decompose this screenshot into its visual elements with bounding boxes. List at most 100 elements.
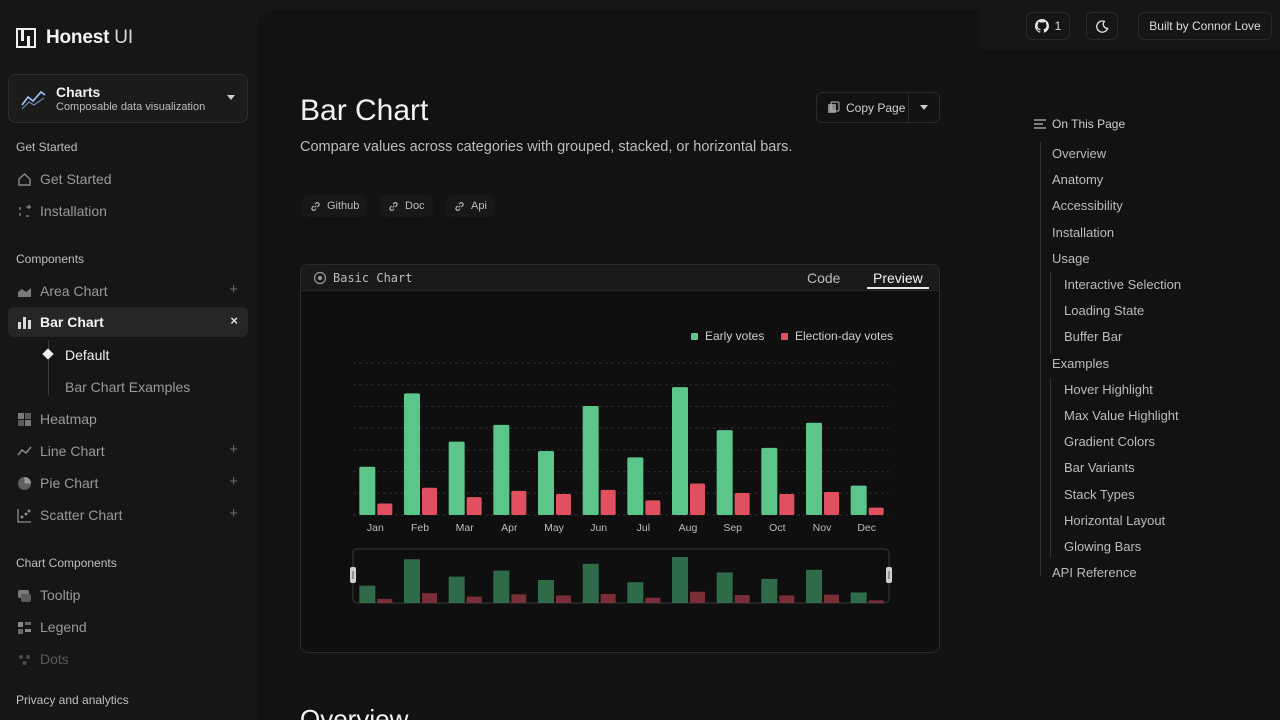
home-icon (16, 171, 32, 187)
plus-icon[interactable]: + (229, 281, 238, 298)
chip-api[interactable]: Api (446, 195, 495, 217)
sidebar-item-label: Legend (40, 619, 87, 635)
brush-bar-early-votes (404, 559, 420, 603)
x-tick-label: Mar (456, 522, 475, 534)
bar-early-votes (806, 422, 822, 515)
brand-logo[interactable]: Honest UI (16, 27, 133, 49)
sidebar: Honest UI Charts Composable data visuali… (0, 0, 258, 720)
sidebar-item-area-chart[interactable]: Area Chart + (8, 276, 248, 306)
brush-bar-early-votes (806, 569, 822, 603)
chip-doc[interactable]: Doc (380, 195, 433, 217)
built-by-link[interactable]: Built by Connor Love (1138, 12, 1272, 40)
brush-bar-election-day-votes (511, 594, 527, 603)
demo-title: Basic Chart (333, 271, 413, 285)
chevron-down-icon (227, 95, 235, 100)
close-icon[interactable]: × (230, 313, 238, 328)
brush-bar-election-day-votes (422, 593, 437, 603)
x-tick-label: May (544, 522, 565, 534)
plus-icon[interactable]: + (229, 441, 238, 458)
toc-item-interactive-selection[interactable]: Interactive Selection (1064, 277, 1182, 292)
toc-item-loading-state[interactable]: Loading State (1064, 303, 1145, 319)
toc-item-buffer-bar[interactable]: Buffer Bar (1064, 329, 1123, 345)
brush-bar-early-votes (582, 563, 599, 603)
bar-early-votes (493, 424, 510, 515)
sidebar-item-label: Tooltip (40, 587, 81, 603)
diamond-icon (42, 348, 54, 360)
sidebar-item-installation[interactable]: Installation (8, 196, 248, 226)
sidebar-item-bar-chart[interactable]: Bar Chart × (8, 307, 248, 337)
brush-bar-early-votes (538, 580, 554, 603)
bar-early-votes (538, 451, 554, 515)
brand-name: Honest UI (46, 27, 133, 48)
bar-early-votes (672, 387, 688, 515)
bar-election-day-votes (734, 492, 750, 515)
toc-item-examples[interactable]: Examples (1052, 355, 1110, 371)
toc-item-overview[interactable]: Overview (1052, 146, 1107, 161)
sparkle-icon (16, 203, 32, 219)
plus-icon[interactable]: + (229, 505, 238, 522)
sidebar-item-label: Pie Chart (40, 475, 99, 491)
chevron-down-icon[interactable] (920, 105, 928, 110)
sidebar-item-get-started[interactable]: Get Started (8, 164, 248, 194)
github-icon (1034, 19, 1049, 33)
bar-election-day-votes (466, 497, 482, 515)
copy-page-button[interactable]: Copy Page (816, 92, 940, 123)
github-button[interactable]: 1 (1026, 12, 1070, 40)
brush-bar-election-day-votes (556, 595, 571, 603)
x-tick-label: Jun (590, 522, 607, 534)
toc-item-api-reference[interactable]: API Reference (1052, 565, 1137, 581)
toc-item-max-value-highlight[interactable]: Max Value Highlight (1064, 408, 1179, 423)
theme-toggle-button[interactable] (1086, 12, 1118, 40)
x-tick-label: Sep (723, 522, 742, 534)
toc-item-accessibility[interactable]: Accessibility (1052, 198, 1123, 214)
bar-early-votes (761, 447, 778, 515)
sidebar-item-label: Heatmap (40, 411, 97, 427)
sidebar-subitem-bar-chart-examples[interactable]: Bar Chart Examples (65, 379, 191, 395)
link-icon (389, 201, 398, 211)
sidebar-item-tooltip[interactable]: Tooltip (8, 580, 248, 610)
sidebar-item-label: Installation (40, 203, 107, 219)
moon-icon (1095, 19, 1109, 33)
chart-settings-icon (313, 271, 327, 285)
section-selector[interactable]: Charts Composable data visualization (8, 74, 248, 123)
toc-item-installation[interactable]: Installation (1052, 224, 1115, 240)
toc-item-bar-variants[interactable]: Bar Variants (1064, 460, 1135, 476)
section-heading-overview: Overview (300, 704, 409, 720)
bar-election-day-votes (600, 489, 616, 515)
section-label-privacy[interactable]: Privacy and analytics (16, 693, 129, 707)
toc-item-stack-types[interactable]: Stack Types (1064, 486, 1135, 502)
brush-bar-election-day-votes (779, 595, 795, 603)
plus-icon[interactable]: + (229, 473, 238, 490)
brush-bar-early-votes (850, 592, 867, 603)
heatmap-icon (16, 411, 32, 427)
sidebar-item-legend[interactable]: Legend (8, 612, 248, 642)
toc-item-hover-highlight[interactable]: Hover Highlight (1064, 381, 1153, 397)
sidebar-item-dots[interactable]: Dots (8, 644, 248, 674)
bar-early-votes (448, 441, 465, 515)
toc-item-gradient-colors[interactable]: Gradient Colors (1064, 434, 1156, 450)
legend-swatch (691, 333, 698, 340)
toc-item-usage[interactable]: Usage (1052, 250, 1090, 266)
tab-preview[interactable]: Preview (873, 270, 923, 286)
toc-rail-usage (1050, 272, 1051, 354)
bar-chart: Early votes Election-day votes Jan Feb Mar Ap… (350, 329, 893, 604)
demo-header: Basic Chart Code Preview (301, 265, 939, 291)
tab-code[interactable]: Code (807, 270, 841, 286)
sidebar-item-scatter-chart[interactable]: Scatter Chart + (8, 500, 248, 530)
sidebar-subitem-default[interactable]: Default (65, 347, 110, 363)
toc-item-glowing-bars[interactable]: Glowing Bars (1064, 539, 1142, 554)
copy-page-label: Copy Page (846, 100, 906, 115)
copy-icon (828, 101, 840, 113)
toc-item-horizontal-layout[interactable]: Horizontal Layout (1064, 512, 1166, 528)
toc-item-anatomy[interactable]: Anatomy (1052, 172, 1104, 188)
brush-bar-election-day-votes (600, 593, 616, 603)
tree-line (48, 340, 49, 396)
sidebar-item-line-chart[interactable]: Line Chart + (8, 436, 248, 466)
sidebar-item-label: Dots (40, 651, 69, 667)
page-description: Compare values across categories with gr… (300, 139, 793, 155)
sidebar-item-heatmap[interactable]: Heatmap (8, 404, 248, 434)
sidebar-item-pie-chart[interactable]: Pie Chart + (8, 468, 248, 498)
chip-github[interactable]: Github (302, 195, 368, 217)
bar-election-day-votes (511, 490, 527, 515)
section-label-components: Components (16, 252, 85, 266)
